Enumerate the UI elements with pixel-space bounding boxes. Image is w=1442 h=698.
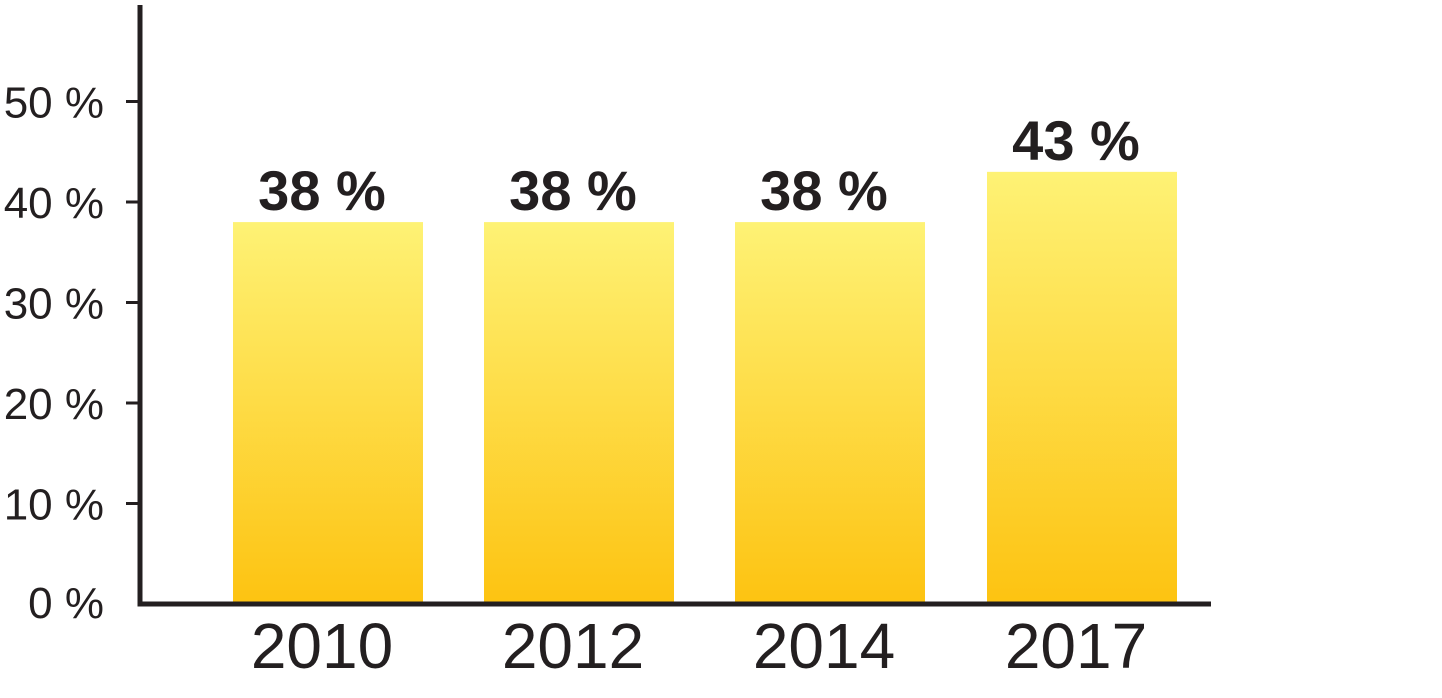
y-tick-label: 10 %: [4, 481, 104, 530]
labels-group: 38 % 2010 38 % 2012 38 % 2014 43 % 2017: [251, 109, 1147, 682]
x-category-label: 2014: [753, 610, 895, 682]
bar-2012: [484, 222, 674, 604]
data-label-2010: 38 %: [258, 159, 386, 222]
y-tick-label: 30 %: [4, 280, 104, 329]
y-tick-label: 50 %: [4, 79, 104, 128]
y-tick-label: 40 %: [4, 179, 104, 228]
axes-group: [137, 5, 1211, 607]
y-ticks-group: 0 % 10 % 20 % 30 % 40 % 50 %: [4, 79, 140, 628]
y-tick-label: 0 %: [28, 579, 104, 628]
y-tick-label: 20 %: [4, 380, 104, 429]
bars-group: [233, 171, 1177, 604]
data-label-2014: 38 %: [760, 159, 888, 222]
bar-2010: [233, 222, 423, 604]
bar-2017: [987, 171, 1177, 604]
data-label-2012: 38 %: [509, 159, 637, 222]
data-label-2017: 43 %: [1012, 109, 1140, 172]
bar-2014: [735, 222, 925, 604]
x-category-label: 2017: [1005, 610, 1147, 682]
x-category-label: 2010: [251, 610, 393, 682]
x-category-label: 2012: [502, 610, 644, 682]
